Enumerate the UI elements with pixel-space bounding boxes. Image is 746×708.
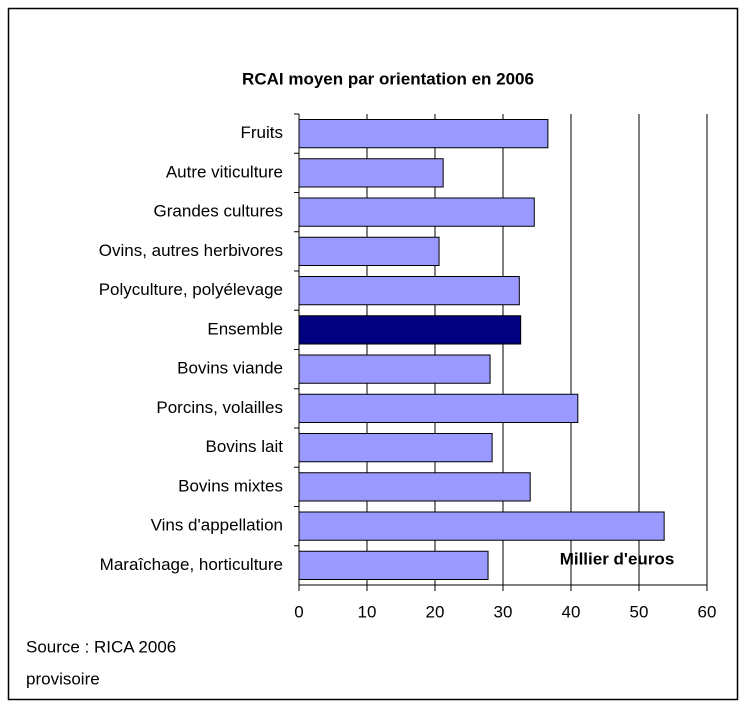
y-tick-label: Ovins, autres herbivores: [99, 241, 283, 260]
y-tick-label: Bovins lait: [206, 437, 284, 456]
y-tick-label: Polyculture, polyélevage: [99, 280, 283, 299]
x-tick-label: 0: [294, 602, 303, 621]
y-tick-label: Fruits: [241, 123, 284, 142]
y-tick-label: Vins d'appellation: [151, 516, 283, 535]
bar: [298, 550, 489, 581]
bar: [298, 118, 549, 149]
bar: [298, 197, 535, 227]
x-tick-label: 60: [698, 602, 717, 621]
x-tick-label: 40: [562, 602, 581, 621]
frame: [7, 7, 739, 701]
bar: [298, 354, 491, 384]
bar: [298, 236, 440, 267]
annotation: Millier d'euros: [560, 549, 675, 568]
bar: [298, 432, 493, 463]
bar: [298, 158, 444, 188]
chart-title: RCAI moyen par orientation en 2006: [242, 69, 534, 88]
y-tick-label: Bovins viande: [177, 359, 283, 378]
y-tick-label: Ensemble: [207, 319, 283, 338]
x-tick-label: 10: [358, 602, 377, 621]
x-tick-label: 30: [494, 602, 513, 621]
y-tick-label: Bovins mixtes: [178, 476, 283, 495]
bar: [298, 472, 531, 502]
x-tick-label: 50: [630, 602, 649, 621]
x-tick-label: 20: [426, 602, 445, 621]
bar: [298, 393, 579, 424]
bar: [298, 511, 665, 541]
bar: [298, 275, 520, 306]
y-tick-label: Maraîchage, horticulture: [100, 555, 283, 574]
bar: [298, 315, 522, 345]
y-tick-label: Grandes cultures: [154, 202, 283, 221]
source: Source : RICA 2006: [26, 637, 176, 656]
y-tick-label: Autre viticulture: [166, 162, 283, 181]
source: provisoire: [26, 669, 100, 688]
y-tick-label: Porcins, volailles: [156, 398, 283, 417]
